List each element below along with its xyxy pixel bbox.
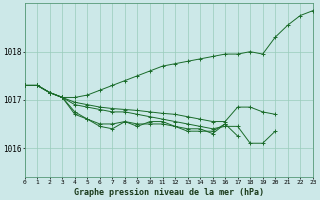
X-axis label: Graphe pression niveau de la mer (hPa): Graphe pression niveau de la mer (hPa) <box>74 188 264 197</box>
